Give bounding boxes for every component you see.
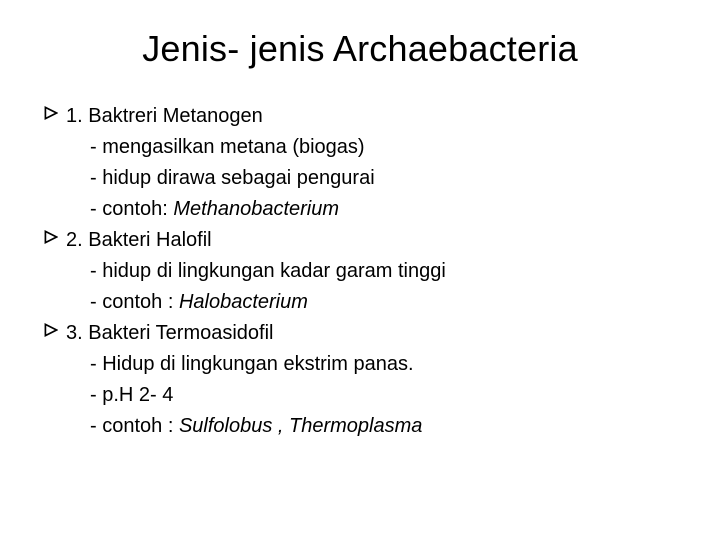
- list-subitem: - contoh : Sulfolobus , Thermoplasma: [44, 412, 684, 441]
- list-subitem-prefix: - contoh:: [90, 198, 173, 220]
- slide-title: Jenis- jenis Archaebacteria: [36, 28, 684, 70]
- list-subitem: - mengasilkan metana (biogas): [44, 133, 684, 162]
- list-subitem-prefix: - contoh :: [90, 415, 179, 437]
- list-item-heading: 1. Baktreri Metanogen: [66, 102, 684, 131]
- list-item-heading: 3. Bakteri Termoasidofil: [66, 319, 684, 348]
- triangle-bullet-icon: [44, 226, 66, 244]
- list-subitem-italic: Methanobacterium: [173, 198, 339, 220]
- triangle-bullet-icon: [44, 102, 66, 120]
- slide-body: 1. Baktreri Metanogen - mengasilkan meta…: [36, 102, 684, 441]
- triangle-bullet-icon: [44, 319, 66, 337]
- list-subitem: - contoh : Halobacterium: [44, 288, 684, 317]
- list-subitem-italic: Sulfolobus , Thermoplasma: [179, 415, 422, 437]
- list-item: 2. Bakteri Halofil: [44, 226, 684, 255]
- list-item: 1. Baktreri Metanogen: [44, 102, 684, 131]
- list-item: 3. Bakteri Termoasidofil: [44, 319, 684, 348]
- slide: Jenis- jenis Archaebacteria 1. Baktreri …: [0, 0, 720, 540]
- list-subitem: - Hidup di lingkungan ekstrim panas.: [44, 350, 684, 379]
- list-subitem: - hidup dirawa sebagai pengurai: [44, 164, 684, 193]
- list-subitem: - p.H 2- 4: [44, 381, 684, 410]
- list-subitem-prefix: - contoh :: [90, 291, 179, 313]
- list-subitem-italic: Halobacterium: [179, 291, 308, 313]
- list-item-heading: 2. Bakteri Halofil: [66, 226, 684, 255]
- list-subitem: - hidup di lingkungan kadar garam tinggi: [44, 257, 684, 286]
- list-subitem: - contoh: Methanobacterium: [44, 195, 684, 224]
